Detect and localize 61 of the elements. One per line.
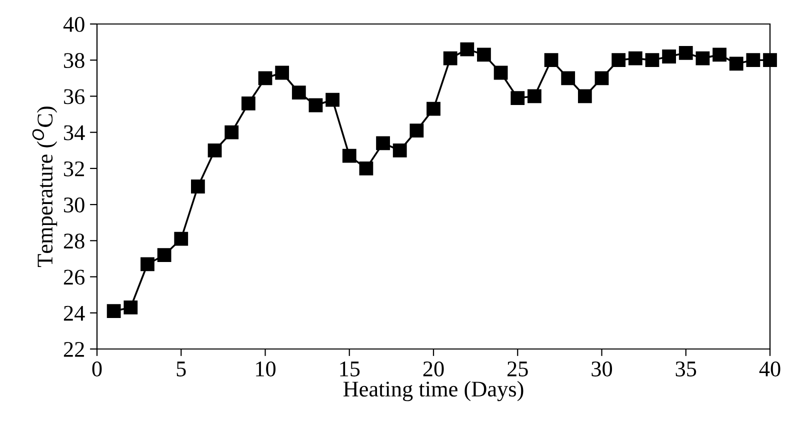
point [140, 257, 154, 272]
point [612, 53, 626, 68]
point [292, 86, 306, 100]
x-tick-label: 30 [592, 361, 612, 376]
y-tick-label: 24 [64, 306, 85, 321]
y-axis-title: Temperature ($^{O}$C) [32, 106, 58, 267]
point [410, 124, 424, 138]
point [696, 51, 710, 66]
point [191, 180, 205, 194]
point [308, 98, 323, 112]
y-tick-label: 22 [64, 342, 84, 357]
x-tick-label: 25 [507, 362, 528, 376]
x-axis-title: Heating time (Days) [343, 380, 524, 402]
point [208, 143, 222, 158]
point [426, 102, 440, 116]
point [594, 71, 609, 86]
point [376, 136, 390, 150]
y-tick-label: 34 [64, 125, 85, 140]
point [712, 48, 726, 62]
point [729, 56, 744, 71]
point [326, 92, 340, 107]
point [174, 232, 188, 246]
point [561, 71, 576, 86]
x-tick-label: 0 [92, 361, 102, 376]
point [342, 148, 356, 163]
x-tick-label: 5 [176, 362, 186, 376]
point [275, 66, 290, 80]
point [443, 51, 458, 66]
point [746, 53, 760, 68]
point [392, 143, 407, 158]
y-tick-label: 30 [64, 197, 84, 212]
y-tick-label: 28 [64, 234, 84, 249]
point [494, 66, 508, 80]
point [224, 125, 239, 140]
point [763, 53, 777, 68]
x-tick-label: 15 [340, 362, 360, 376]
y-tick-label: 40 [63, 16, 84, 32]
y-tick-label: 32 [64, 161, 84, 176]
point [477, 48, 491, 62]
y-tick-label: 26 [64, 270, 85, 285]
point [106, 304, 121, 318]
point [645, 53, 660, 68]
y-tick-label: 36 [64, 89, 85, 104]
point [678, 46, 693, 60]
point [124, 300, 138, 314]
x-tick-label: 20 [423, 361, 444, 376]
point [528, 89, 542, 104]
y-tick-label: 38 [64, 53, 84, 68]
point [628, 51, 642, 66]
point [258, 71, 272, 86]
point [241, 96, 256, 110]
point [510, 91, 525, 105]
x-tick-label: 40 [759, 361, 780, 376]
point [157, 248, 172, 262]
point [359, 162, 374, 176]
x-tick-label: 10 [256, 361, 276, 376]
point [544, 53, 558, 68]
point [662, 50, 676, 64]
x-tick-label: 35 [676, 362, 696, 376]
point [578, 89, 592, 104]
point [460, 42, 474, 56]
